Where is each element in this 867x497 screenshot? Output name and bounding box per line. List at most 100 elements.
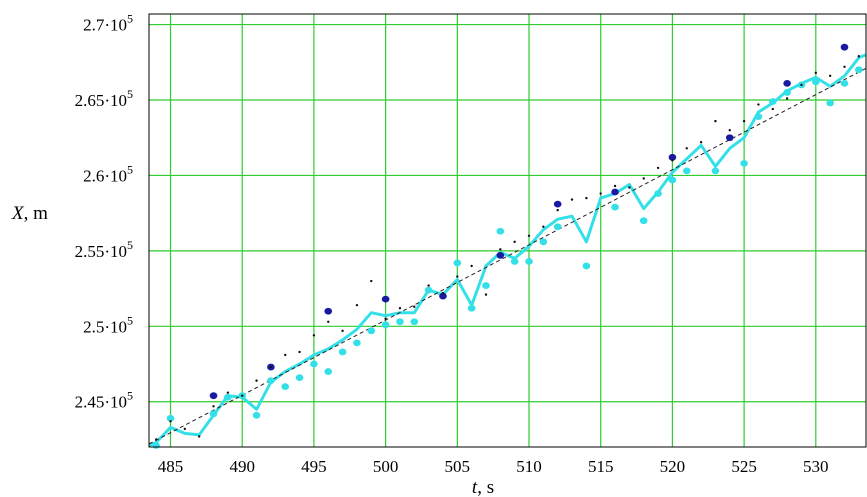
y-tick-label: 2.45·105 — [75, 389, 133, 412]
data-point — [154, 438, 158, 441]
grid — [149, 14, 866, 447]
x-tick-labels: 485 490 495 500 505 510 515 520 525 530 — [158, 457, 829, 476]
data-point — [169, 420, 172, 423]
data-point — [855, 66, 863, 74]
data-point — [209, 410, 218, 418]
data-point — [470, 264, 473, 268]
y-tick-labels: 2.45·1052.5·1052.55·1052.6·1052.65·1052.… — [75, 12, 133, 412]
data-point — [611, 188, 619, 196]
data-point — [413, 305, 416, 308]
y-axis-label-unit: , m — [24, 203, 49, 224]
x-axis-label: t, s — [472, 477, 494, 497]
data-point — [685, 147, 688, 150]
y-tick-mantissa: 2.7·10 — [83, 16, 127, 35]
data-point — [298, 350, 301, 354]
data-point — [267, 377, 275, 385]
data-point — [857, 55, 861, 58]
data-point — [226, 391, 230, 394]
y-tick-exponent: 5 — [127, 87, 133, 101]
y-tick-exponent: 5 — [127, 389, 133, 403]
data-point — [527, 234, 531, 237]
data-point — [768, 98, 777, 105]
data-point — [441, 291, 445, 295]
x-tick-label: 525 — [731, 457, 757, 476]
data-point — [740, 159, 748, 167]
data-point — [255, 379, 258, 382]
x-axis-label-var: t — [472, 477, 478, 497]
data-point — [310, 360, 318, 368]
data-point — [427, 284, 430, 287]
plot-frame — [148, 13, 867, 448]
data-point — [553, 200, 562, 208]
data-point — [312, 334, 316, 337]
x-axis-label-unit: , s — [477, 477, 494, 497]
data-point — [166, 414, 175, 422]
y-tick-mantissa: 2.5·10 — [83, 317, 127, 336]
data-point — [668, 176, 677, 184]
data-point — [599, 192, 602, 195]
y-tick-exponent: 5 — [127, 238, 133, 252]
data-point — [482, 282, 490, 289]
data-point — [353, 339, 361, 347]
data-point — [209, 392, 218, 400]
data-point — [499, 248, 502, 251]
data-point — [453, 259, 462, 267]
data-point — [424, 286, 433, 294]
data-point — [539, 238, 548, 246]
data-point — [585, 196, 588, 200]
data-point — [381, 295, 390, 303]
data-point — [295, 374, 304, 381]
y-tick-exponent: 5 — [127, 12, 133, 26]
data-point — [840, 80, 849, 87]
x-tick-label: 500 — [373, 457, 399, 476]
data-point — [785, 97, 789, 100]
data-point — [728, 128, 731, 132]
data-point — [556, 208, 559, 212]
y-tick-label: 2.55·105 — [75, 238, 133, 261]
y-tick-label: 2.6·105 — [83, 162, 133, 185]
y-axis-label: X, m — [11, 203, 48, 224]
y-tick-exponent: 5 — [127, 313, 133, 327]
x-tick-label: 530 — [803, 457, 829, 476]
data-point — [757, 103, 760, 106]
data-point — [484, 293, 488, 296]
data-point — [642, 177, 645, 180]
data-point — [553, 223, 562, 231]
data-point — [183, 427, 187, 431]
data-point — [656, 166, 660, 170]
data-point — [682, 167, 691, 175]
y-tick-mantissa: 2.65·10 — [75, 91, 127, 110]
data-point — [370, 279, 373, 283]
data-point — [197, 435, 201, 438]
data-point — [628, 186, 631, 189]
x-tick-label: 495 — [301, 457, 327, 476]
data-point — [224, 393, 232, 401]
x-tick-label: 485 — [158, 457, 184, 476]
data-point — [800, 83, 803, 87]
series-line — [148, 53, 867, 447]
y-tick-exponent: 5 — [127, 162, 133, 176]
data-point — [396, 318, 404, 326]
data-point — [812, 78, 820, 86]
data-point — [284, 353, 287, 357]
data-point — [269, 365, 273, 369]
data-point — [439, 292, 447, 300]
y-axis-label-var: X — [11, 203, 25, 224]
data-point — [671, 159, 674, 162]
data-point — [840, 43, 849, 51]
data-point — [699, 141, 703, 144]
y-tick-label: 2.5·105 — [83, 313, 133, 336]
data-point — [341, 329, 344, 333]
data-point — [843, 65, 846, 69]
data-point — [828, 74, 832, 78]
data-point — [410, 318, 419, 326]
y-tick-mantissa: 2.6·10 — [83, 166, 127, 185]
data-point — [611, 203, 619, 211]
data-point — [510, 258, 519, 265]
data-point — [367, 327, 376, 335]
data-point — [742, 119, 746, 123]
x-tick-label: 515 — [588, 457, 614, 476]
data-point — [814, 71, 818, 75]
plot-area — [148, 43, 867, 449]
